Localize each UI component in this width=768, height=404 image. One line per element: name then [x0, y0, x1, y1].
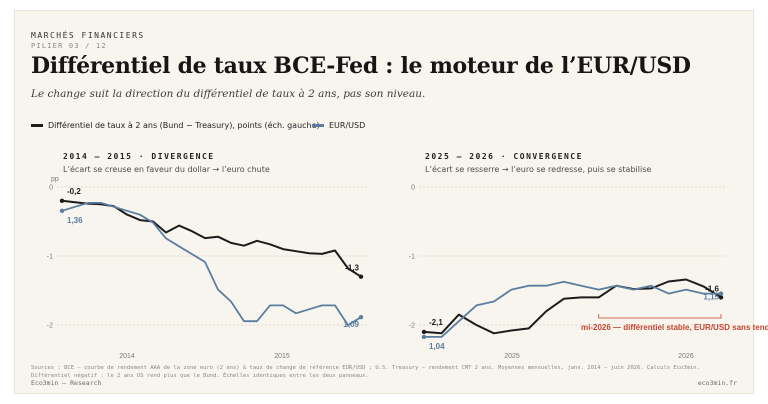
panel-2-x-tick-label: 2025: [504, 353, 520, 360]
panel-2-spread-start-label: -2,1: [429, 318, 443, 327]
panel-1-y-tick-label: 0: [49, 185, 53, 192]
panel-2-spread-line: [423, 278, 722, 335]
panel-1-subtitle: L’écart se creuse en faveur du dollar → …: [63, 165, 270, 174]
panel-1-y-tick-label: -2: [47, 323, 53, 330]
panel-2-eurusd-start-label: 1,04: [429, 342, 445, 351]
panel-2-eurusd-end-label: 1,15: [703, 293, 719, 302]
panel-2-y-tick-label: -2: [409, 323, 415, 330]
legend-item-spread: Différentiel de taux à 2 ans (Bund − Tre…: [31, 121, 320, 130]
panel-1-eurusd-start-point: [59, 208, 65, 213]
panel-2-y-tick-label: 0: [411, 185, 415, 192]
panel-1-spread-end-label: -1,3: [345, 264, 359, 273]
panel-2-eurusd-end-point: [718, 291, 724, 296]
source-line-1: Sources : BCE — courbe de rendement AAA …: [31, 365, 700, 371]
legend-label-spread: Différentiel de taux à 2 ans (Bund − Tre…: [48, 121, 320, 130]
legend-swatch-eurusd: [312, 124, 324, 127]
source-note: Sources : BCE — courbe de rendement AAA …: [31, 364, 700, 380]
panel-1-spread-line: [61, 199, 362, 278]
panel-1-x-tick-label: 2014: [119, 353, 135, 360]
panel-2-y-tick-label: -1: [409, 254, 415, 261]
panel-1-title: 2014 – 2015 · DIVERGENCE: [63, 152, 215, 161]
pillar-indicator: PILIER 03 / 12: [31, 42, 107, 50]
panel-2-subtitle: L’écart se resserre → l’euro se redresse…: [425, 165, 652, 174]
chart-card: MARCHÉS FINANCIERS PILIER 03 / 12 Différ…: [14, 10, 768, 394]
panel-1-eurusd-line: [61, 201, 362, 327]
legend-label-eurusd: EUR/USD: [329, 121, 366, 130]
panel-2-spread-start-point: [421, 329, 427, 335]
legend-swatch-spread: [31, 124, 43, 127]
panel-1-eurusd-start-label: 1,36: [67, 216, 83, 225]
panel-2-spread-end-label: -1,6: [705, 284, 719, 293]
footer-url: eco3min.fr: [697, 379, 737, 387]
panel-2-eurusd-line: [424, 280, 721, 338]
panel-2-eurusd-start-point: [421, 334, 427, 340]
panel-2-x-tick-label: 2026: [678, 353, 694, 360]
section-kicker: MARCHÉS FINANCIERS: [31, 31, 145, 40]
chart-title: Différentiel de taux BCE-Fed : le moteur…: [31, 53, 691, 79]
legend-item-eurusd: EUR/USD: [312, 121, 365, 130]
panel-1-eurusd-end-point: [358, 315, 364, 320]
panel-2-spread-end-point: [718, 295, 724, 300]
footer-brand: Eco3min — Research: [31, 379, 102, 387]
panel-1-y-tick-label: -1: [47, 254, 53, 261]
panel-1-y-unit-label: pp: [51, 176, 59, 183]
panel-1-eurusd-end-label: 1,09: [343, 320, 359, 329]
panel-1-x-tick-label: 2015: [274, 353, 290, 360]
chart-subtitle: Le change suit la direction du différent…: [31, 88, 426, 100]
annotation-bracket: [598, 314, 722, 319]
panel-1-spread-start-label: -0,2: [67, 187, 81, 196]
panel-1-spread-start-point: [59, 198, 65, 203]
panel-1-spread-end-point: [358, 274, 364, 279]
annotation-label: mi-2026 — différentiel stable, EUR/USD s…: [581, 323, 768, 332]
source-line-2: Différentiel négatif : le 2 ans US rend …: [31, 373, 369, 379]
panel-2-title: 2025 – 2026 · CONVERGENCE: [425, 152, 583, 161]
